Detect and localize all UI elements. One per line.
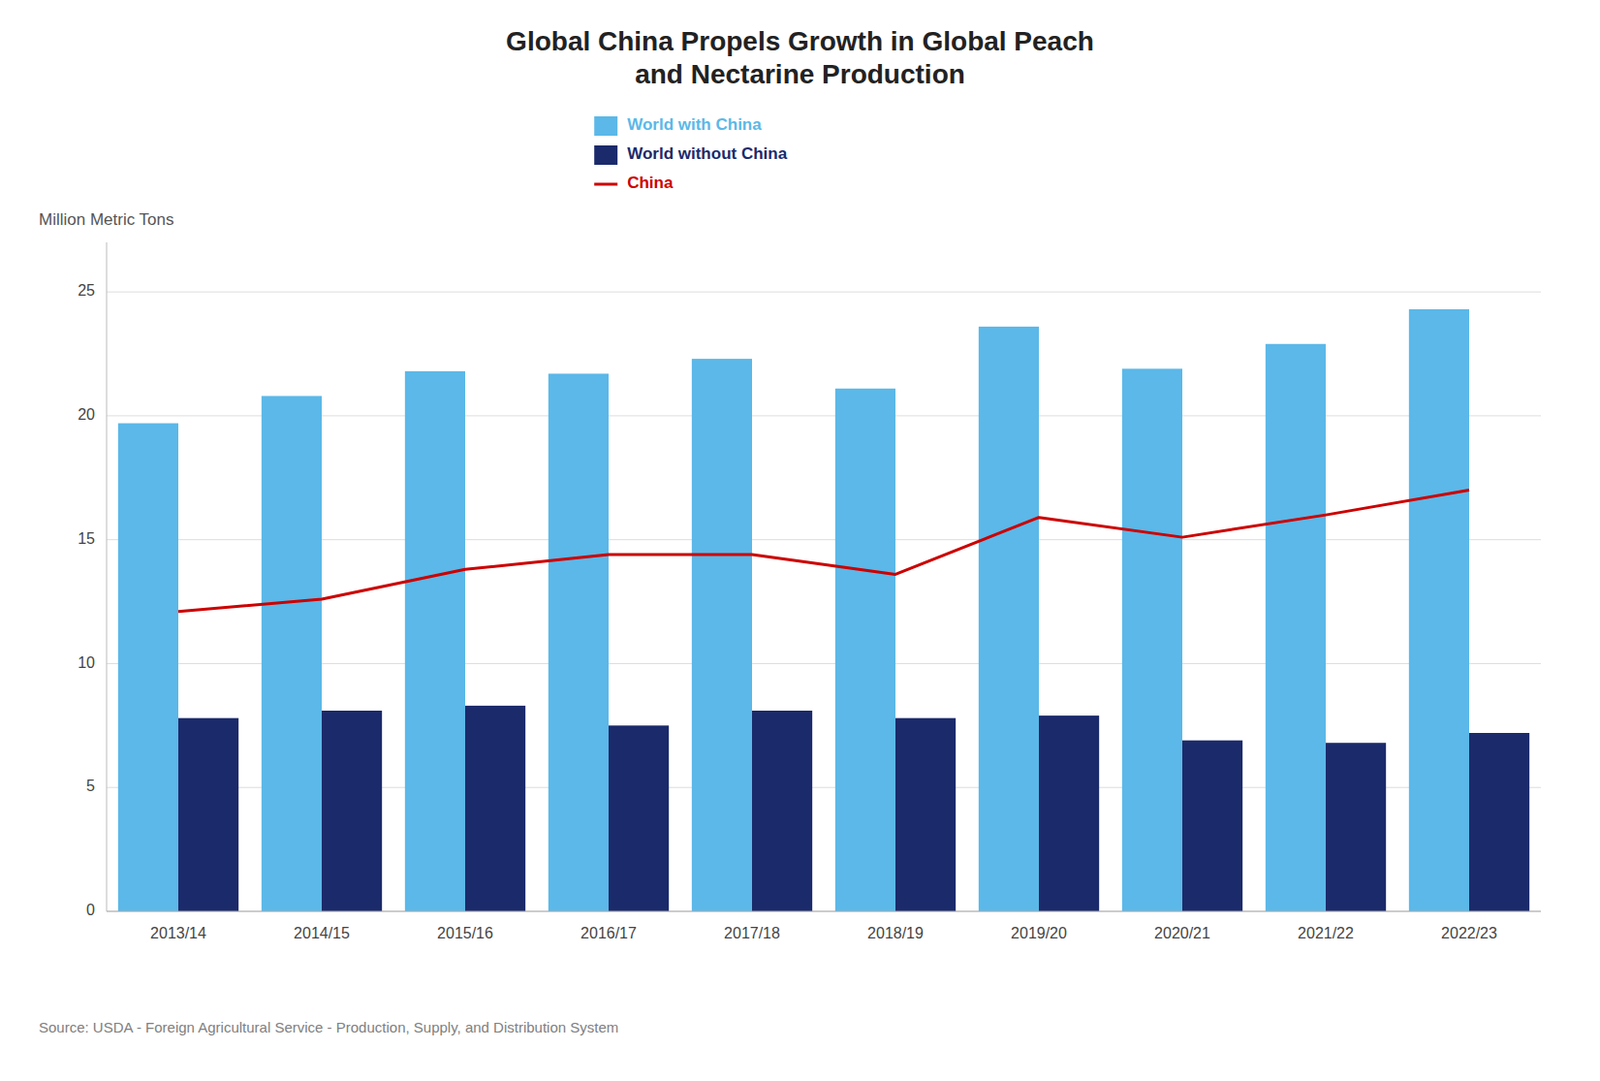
x-tick-label: 2022/23 [1441,924,1498,942]
grid-line [106,910,1541,912]
y-tick-label: 10 [77,654,95,671]
x-tick-label: 2014/15 [293,924,350,942]
y-tick-label: 20 [77,406,95,423]
legend-label: China [627,173,674,192]
bar [835,388,896,911]
legend-swatch [594,183,618,187]
bar [321,710,382,911]
bar [978,326,1039,911]
bar [752,710,813,911]
y-axis-label: Million Metric Tons [38,210,175,229]
grid-line [106,291,1541,293]
bar [118,423,179,911]
bar [405,371,466,911]
x-tick-label: 2020/21 [1154,924,1211,942]
bar [895,718,956,911]
bar [1325,742,1386,911]
bar [1265,344,1326,911]
y-tick-label: 5 [86,777,95,794]
bar [1409,309,1470,911]
x-tick-label: 2015/16 [437,924,494,942]
y-tick-label: 15 [77,530,95,547]
legend-label: World with China [627,115,762,134]
bar [1122,368,1183,911]
chart: Global China Propels Growth in Global Pe… [0,0,1600,1081]
bar [465,705,526,911]
legend-swatch [594,116,618,136]
legend-swatch [594,145,618,165]
bar [608,724,669,911]
line [178,490,1470,612]
y-tick-label: 0 [86,901,95,918]
x-axis-line [106,910,1541,912]
bar [1182,740,1243,911]
bar [178,718,239,911]
x-tick-label: 2018/19 [867,924,924,942]
x-tick-label: 2019/20 [1010,924,1067,942]
bar [261,395,322,911]
bar [1038,715,1099,911]
x-tick-label: 2013/14 [150,924,207,942]
legend-label: World without China [627,144,787,163]
bar [1469,732,1530,911]
x-tick-label: 2016/17 [580,924,637,942]
source-note: Source: USDA - Foreign Agricultural Serv… [38,1018,619,1036]
bar [691,358,753,911]
x-tick-label: 2021/22 [1297,924,1354,942]
marks [118,309,1530,911]
legend: World with China World without China China [594,115,787,192]
bar [548,373,609,911]
y-axis-line [106,242,108,911]
title: Global China Propels Growth in Global Pe… [505,26,1095,90]
y-tick-label: 25 [77,282,95,299]
grid [106,291,1541,911]
x-tick-label: 2017/18 [723,924,781,942]
